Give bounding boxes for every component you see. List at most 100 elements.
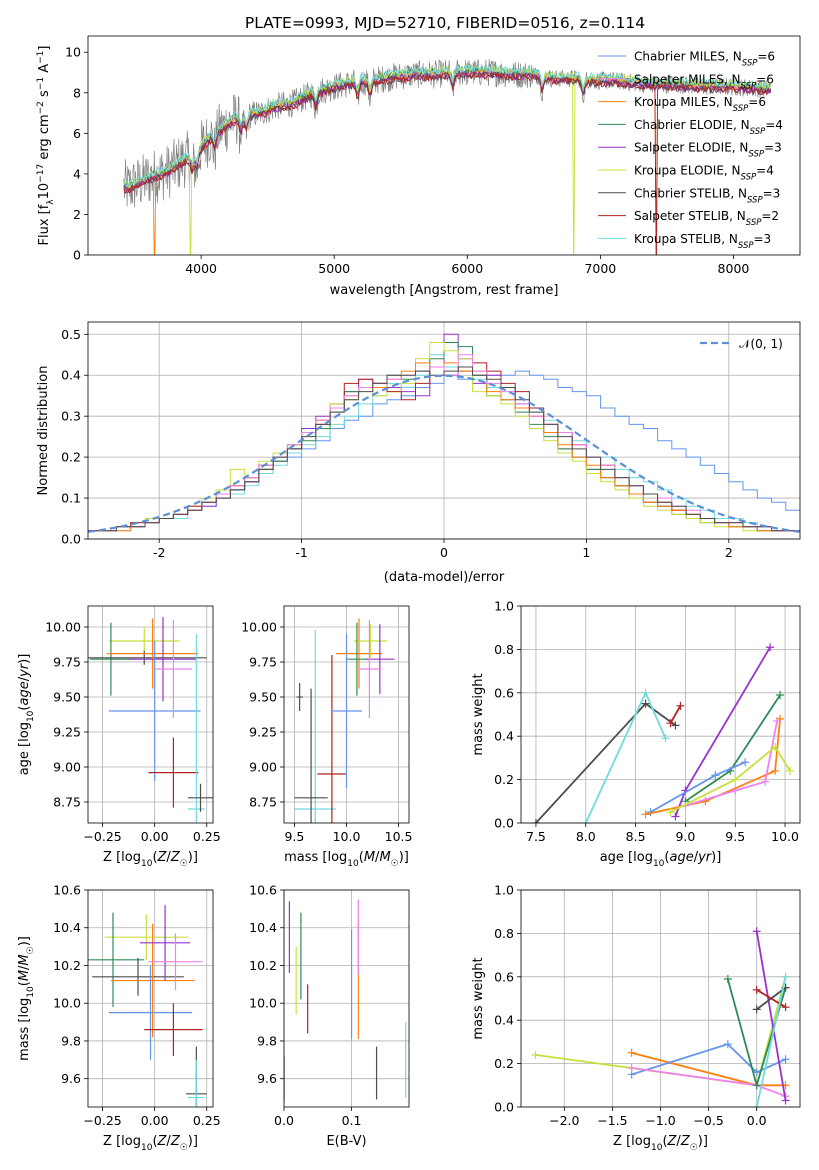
x-tick-label: −0.5 <box>693 1113 723 1128</box>
histogram-step-line <box>88 366 800 532</box>
weight-point-marker <box>771 743 780 752</box>
label-part: ☉ <box>180 1143 188 1153</box>
weight-point-marker <box>723 974 732 983</box>
x-tick-label: 2 <box>725 545 733 560</box>
label-part: M <box>17 954 32 965</box>
weight-point-marker <box>773 717 782 726</box>
y-tick-label: 0.8 <box>494 926 514 941</box>
weight-point-marker <box>781 972 790 981</box>
label-part: / <box>676 1134 681 1149</box>
axes-frame <box>520 889 801 1108</box>
legend-label: Chabrier MILES, NSSP=6 <box>634 50 775 69</box>
weight-point-marker <box>581 819 590 823</box>
legend-label-sub: SSP <box>733 104 749 114</box>
label-part: ( <box>359 850 364 865</box>
axes-frame <box>283 605 410 824</box>
y-tick-label: 9.00 <box>249 760 277 775</box>
x-tick-label: 8000 <box>718 261 750 276</box>
weight-point-marker <box>766 643 775 652</box>
mass-weight-vs-metallicity-panel: −2.0 −1.5 −1.0 −0.5 0.0 0.0 0.2 0.4 0.6 0.8 1.0 Z [… <box>471 883 801 1153</box>
label-part: M <box>364 850 375 865</box>
x-tick-label: −2.0 <box>549 1113 579 1128</box>
y-tick-label: 9.25 <box>249 725 277 740</box>
y-tick-label: 2 <box>73 207 81 222</box>
weight-point-marker <box>752 927 761 936</box>
mass-vs-metallicity-panel: −0.25 0.00 0.25 9.6 9.8 10.0 10.2 10.4 10.6 Z [lo… <box>17 883 221 1154</box>
x-tick-label: 5000 <box>318 261 350 276</box>
legend-label-sub: SSP <box>741 81 757 91</box>
weight-series-line <box>755 931 787 1101</box>
label-part: age <box>669 850 693 865</box>
histogram-steps <box>88 333 800 533</box>
label-part: A <box>37 64 52 77</box>
label-part: λ <box>46 199 56 205</box>
weight-point-marker <box>666 808 675 817</box>
weight-point-marker <box>752 1005 761 1014</box>
label-part: ( <box>662 1134 667 1149</box>
weight-series-line <box>670 745 791 813</box>
y-tick-label: 9.50 <box>249 690 277 705</box>
label-part: ( <box>152 1134 157 1149</box>
legend-label: Chabrier ELODIE, NSSP=4 <box>634 118 783 137</box>
y-tick-label: 0.4 <box>61 368 81 383</box>
label-part: ☉ <box>180 859 188 869</box>
error-bars <box>88 617 213 823</box>
legend-label-main: Kroupa ELODIE, N <box>634 164 741 178</box>
y-tick-label: 9.00 <box>53 760 81 775</box>
x-tick-label: 1 <box>582 545 590 560</box>
y-tick-label: 0.2 <box>61 450 81 465</box>
weight-point-marker <box>741 758 750 767</box>
y-tick-label: 9.8 <box>61 1033 81 1048</box>
label-part: Z <box>667 1134 678 1149</box>
y-tick-label: 10.2 <box>53 958 81 973</box>
label-part: age [log <box>17 722 32 775</box>
histogram-step-line <box>88 354 800 532</box>
axes-frame <box>87 321 801 540</box>
label-part: s <box>37 90 52 101</box>
label-part: Z [log <box>103 850 141 865</box>
legend-label-main: Salpeter STELIB, N <box>634 209 746 223</box>
x-axis-label: E(B-V) <box>326 1134 366 1149</box>
label-part: )] <box>698 1134 708 1149</box>
x-axis-label: age [log10(age/yr)] <box>600 850 722 869</box>
label-part: Z <box>157 850 168 865</box>
weight-series-line <box>631 1043 786 1076</box>
label-part: )] <box>399 850 409 865</box>
weight-series-line <box>584 690 667 823</box>
label-part: M <box>17 970 32 981</box>
y-tick-label: 10.0 <box>53 996 81 1011</box>
weight-point-marker <box>531 1050 540 1059</box>
y-tick-label: 10.00 <box>241 620 277 635</box>
weight-point-marker <box>711 771 720 780</box>
spectrum-lines <box>123 59 772 255</box>
label-part: mass [log <box>284 850 347 865</box>
legend-label-tail: =3 <box>754 232 772 246</box>
y-tick-label: 0 <box>73 248 81 263</box>
label-part: Z [log <box>103 1134 141 1149</box>
figure-title: PLATE=0993, MJD=52710, FIBERID=0516, z=0… <box>245 14 645 32</box>
label-part: / <box>166 850 171 865</box>
legend-label: Chabrier STELIB, NSSP=3 <box>634 186 780 205</box>
x-axis-label: (data-model)/error <box>384 570 505 585</box>
legend-label-tail: =6 <box>757 50 775 64</box>
x-tick-label: 10.0 <box>771 829 799 844</box>
x-axis-label: Z [log10(Z/Z☉)] <box>103 1134 198 1153</box>
y-tick-label: 4 <box>73 166 81 181</box>
y-tick-label: 10.00 <box>45 620 81 635</box>
label-part: ☉ <box>26 946 36 954</box>
y-tick-label: 0.2 <box>494 1056 514 1071</box>
y-tick-label: 9.6 <box>257 1071 277 1086</box>
y-tick-label: 1.0 <box>494 599 514 614</box>
x-tick-label: 0.1 <box>342 1113 362 1128</box>
legend-label-sub: SSP <box>742 59 758 69</box>
x-tick-label: 6000 <box>451 261 483 276</box>
x-tick-label: -1 <box>295 545 307 560</box>
x-tick-label: 9.0 <box>675 829 695 844</box>
label-part: ( <box>152 850 157 865</box>
axes-frame <box>87 35 801 256</box>
legend-label-tail: =4 <box>765 118 783 132</box>
weight-series-line <box>645 718 781 816</box>
weight-point-marker <box>781 1055 790 1064</box>
